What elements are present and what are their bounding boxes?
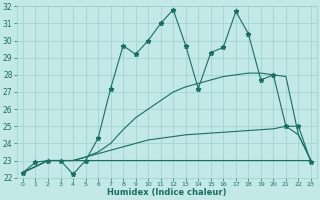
X-axis label: Humidex (Indice chaleur): Humidex (Indice chaleur) <box>107 188 227 197</box>
